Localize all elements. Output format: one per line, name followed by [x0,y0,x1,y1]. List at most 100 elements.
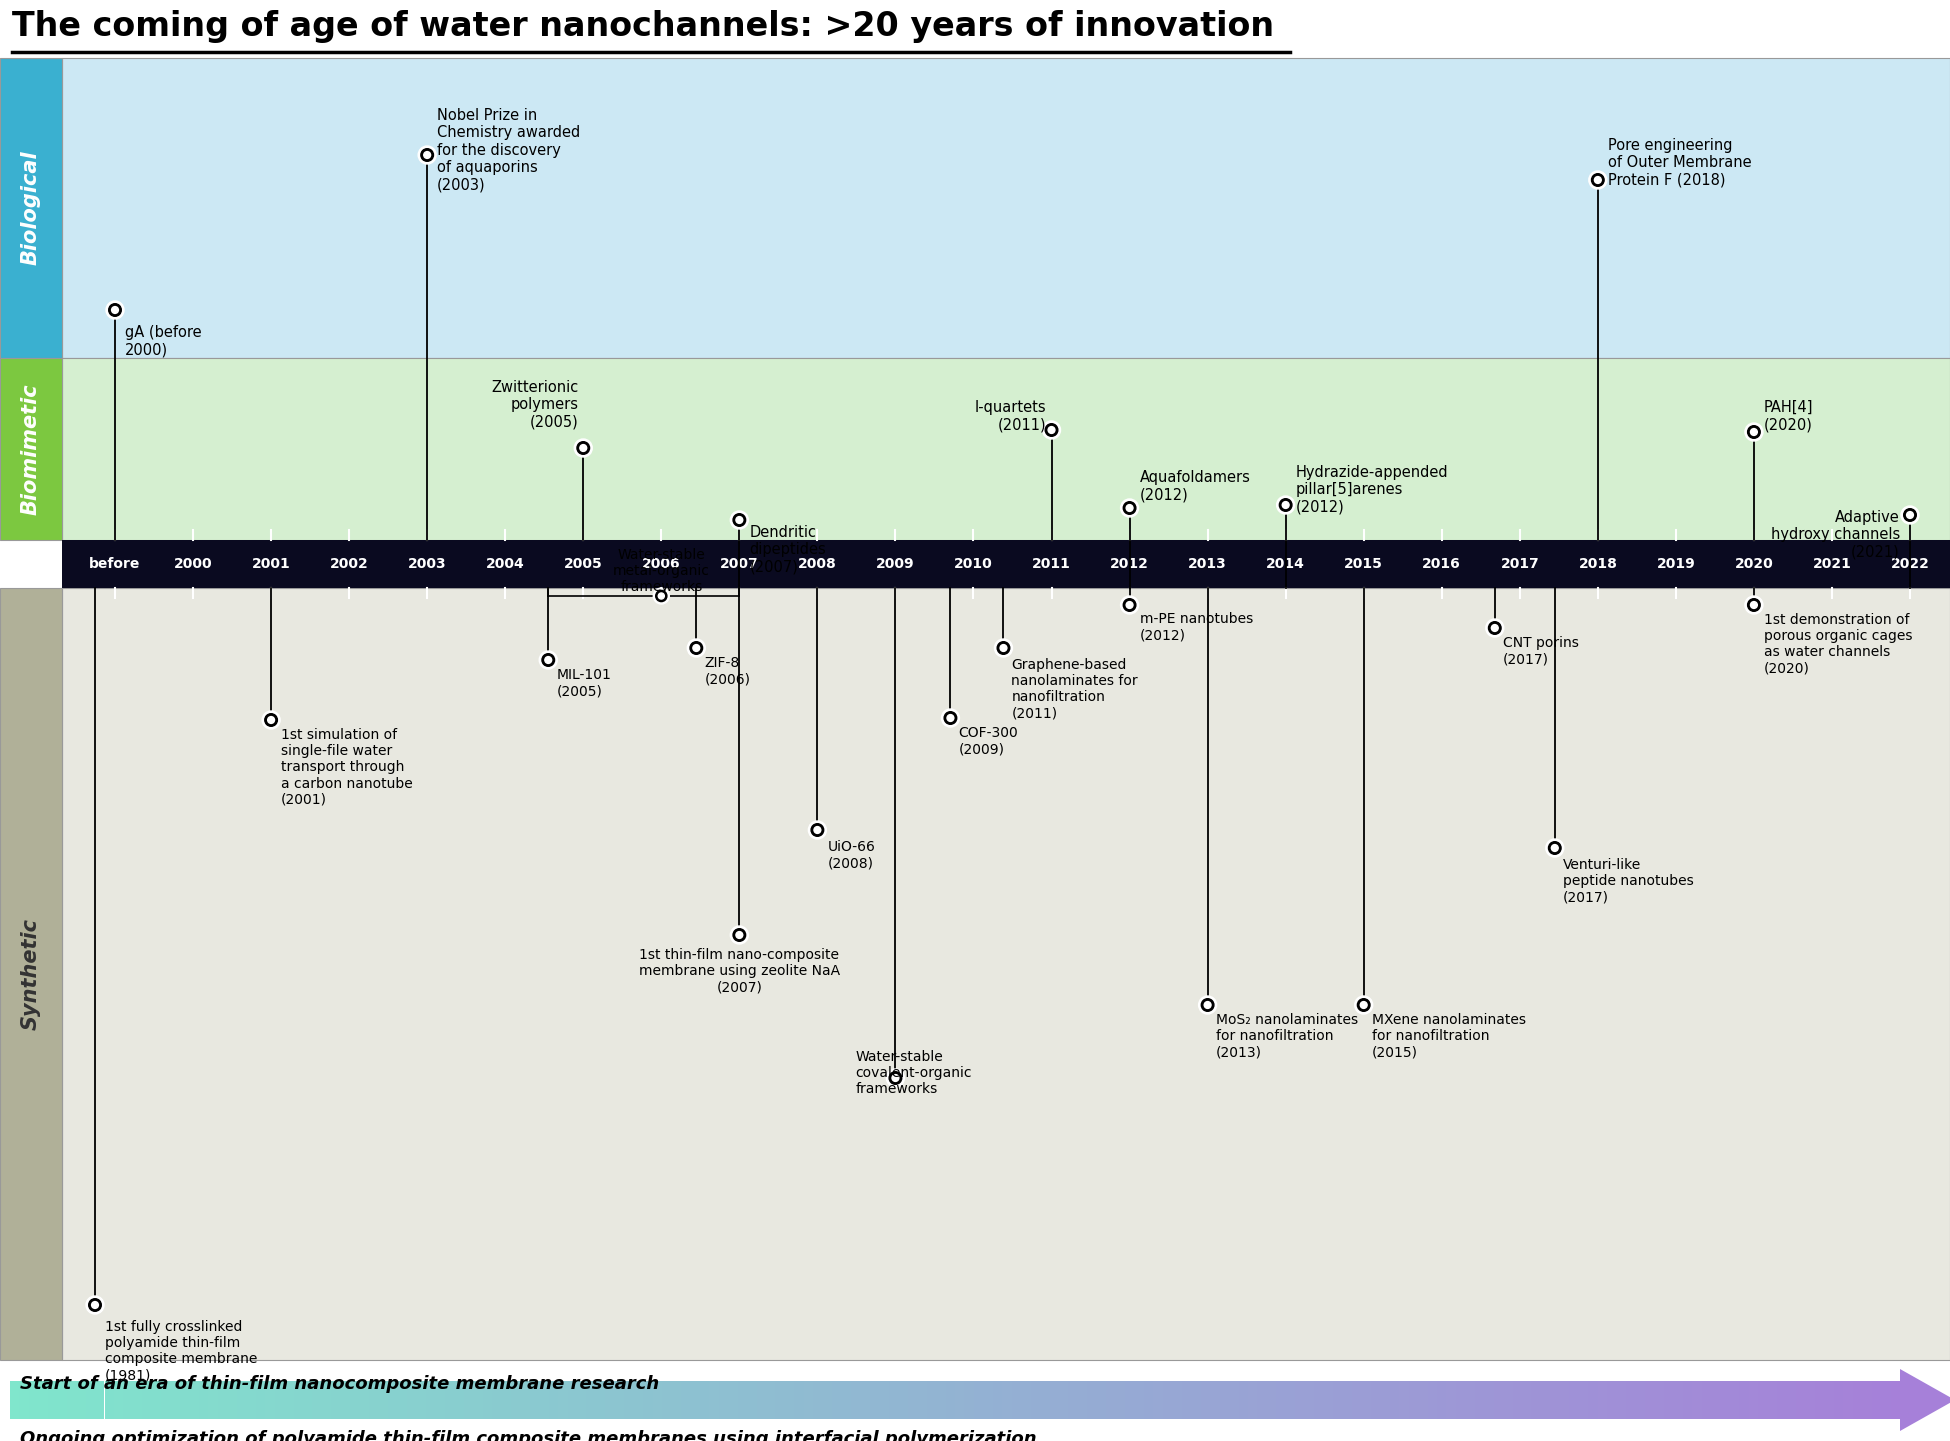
Bar [199,1380,209,1419]
Bar [521,1380,530,1419]
Circle shape [1121,597,1139,614]
Bar [1022,1380,1032,1419]
Text: 2014: 2014 [1266,558,1305,571]
Circle shape [1045,424,1057,437]
Bar [246,1380,255,1419]
Circle shape [1047,427,1055,434]
Text: 1st thin-film nano-composite
membrane using zeolite NaA
(2007): 1st thin-film nano-composite membrane us… [640,948,840,994]
Bar [1494,1380,1503,1419]
Bar [567,1380,577,1419]
Text: MoS₂ nanolaminates
for nanofiltration
(2013): MoS₂ nanolaminates for nanofiltration (2… [1215,1013,1357,1059]
Circle shape [1355,996,1373,1014]
Text: CNT porins
(2017): CNT porins (2017) [1503,635,1580,666]
Circle shape [944,712,957,725]
Circle shape [540,651,558,669]
Text: 2011: 2011 [1032,558,1071,571]
Bar [1786,1380,1796,1419]
Circle shape [111,307,119,314]
Circle shape [733,513,745,526]
Text: Biological: Biological [21,151,41,265]
Circle shape [1589,171,1607,189]
Circle shape [1283,501,1289,509]
Bar [1654,1380,1663,1419]
Bar [1400,1380,1408,1419]
Text: Nobel Prize in
Chemistry awarded
for the discovery
of aquaporins
(2003): Nobel Prize in Chemistry awarded for the… [437,108,581,193]
Bar [1361,1380,1371,1419]
Circle shape [653,588,669,604]
Text: 2022: 2022 [1892,558,1929,571]
Text: ZIF-8
(2006): ZIF-8 (2006) [704,656,751,686]
Text: Water-stable
metal-organic
frameworks: Water-stable metal-organic frameworks [612,548,710,594]
Polygon shape [1899,1369,1950,1431]
Bar [757,1380,766,1419]
Bar [1258,1380,1268,1419]
Bar [1531,1380,1540,1419]
Circle shape [1361,1001,1367,1009]
Circle shape [1123,501,1135,514]
Bar [142,1380,152,1419]
Bar [1759,1380,1769,1419]
Bar [1447,1380,1457,1419]
Text: 2003: 2003 [408,558,447,571]
Circle shape [1745,424,1763,441]
Bar [408,1380,417,1419]
Text: Ongoing optimization of polyamide thin-film composite membranes using interfacia: Ongoing optimization of polyamide thin-f… [20,1429,1037,1441]
Bar [540,1380,548,1419]
Circle shape [579,445,587,451]
Circle shape [891,1075,899,1081]
Bar [218,1380,228,1419]
Bar [322,1380,332,1419]
Bar [29,1380,39,1419]
Bar [1351,1380,1361,1419]
Bar [1342,1380,1351,1419]
Bar [1228,1380,1238,1419]
Circle shape [421,148,433,161]
Bar [491,1380,501,1419]
Bar [1285,1380,1295,1419]
Bar [179,1380,189,1419]
Text: 2010: 2010 [954,558,993,571]
Circle shape [811,824,823,836]
Bar [454,1380,464,1419]
Bar [1560,1380,1570,1419]
Text: 2009: 2009 [876,558,915,571]
Bar [916,1380,926,1419]
Bar [1154,1380,1162,1419]
Text: 2000: 2000 [174,558,213,571]
Text: Pore engineering
of Outer Membrane
Protein F (2018): Pore engineering of Outer Membrane Prote… [1609,138,1751,187]
Circle shape [1745,597,1763,614]
Bar [1305,1380,1314,1419]
Bar [1626,1380,1636,1419]
Bar [1597,1380,1607,1419]
Bar [359,1380,369,1419]
Bar [1702,1380,1710,1419]
Bar [860,1380,870,1419]
Bar [1238,1380,1248,1419]
Bar [1550,1380,1560,1419]
Text: I-quartets
(2011): I-quartets (2011) [975,401,1047,432]
Bar [189,1380,199,1419]
Bar [1201,1380,1211,1419]
Bar [1182,1380,1191,1419]
Circle shape [542,654,554,666]
Circle shape [735,516,743,523]
Bar [909,1380,916,1419]
Bar [813,1380,823,1419]
Bar [1617,1380,1626,1419]
Bar [653,1380,663,1419]
Circle shape [735,931,743,938]
Bar [1513,1380,1523,1419]
Bar [113,1380,123,1419]
Bar [1427,1380,1437,1419]
Text: Synthetic: Synthetic [21,918,41,1030]
Circle shape [813,827,821,833]
Bar [388,1380,398,1419]
Text: 2004: 2004 [486,558,525,571]
Text: Hydrazide-appended
pillar[5]arenes
(2012): Hydrazide-appended pillar[5]arenes (2012… [1295,465,1449,514]
Text: 2002: 2002 [330,558,369,571]
Bar [76,1380,86,1419]
Bar [1806,1380,1815,1419]
Bar [1106,1380,1115,1419]
Bar [1663,1380,1673,1419]
Bar [720,1380,727,1419]
